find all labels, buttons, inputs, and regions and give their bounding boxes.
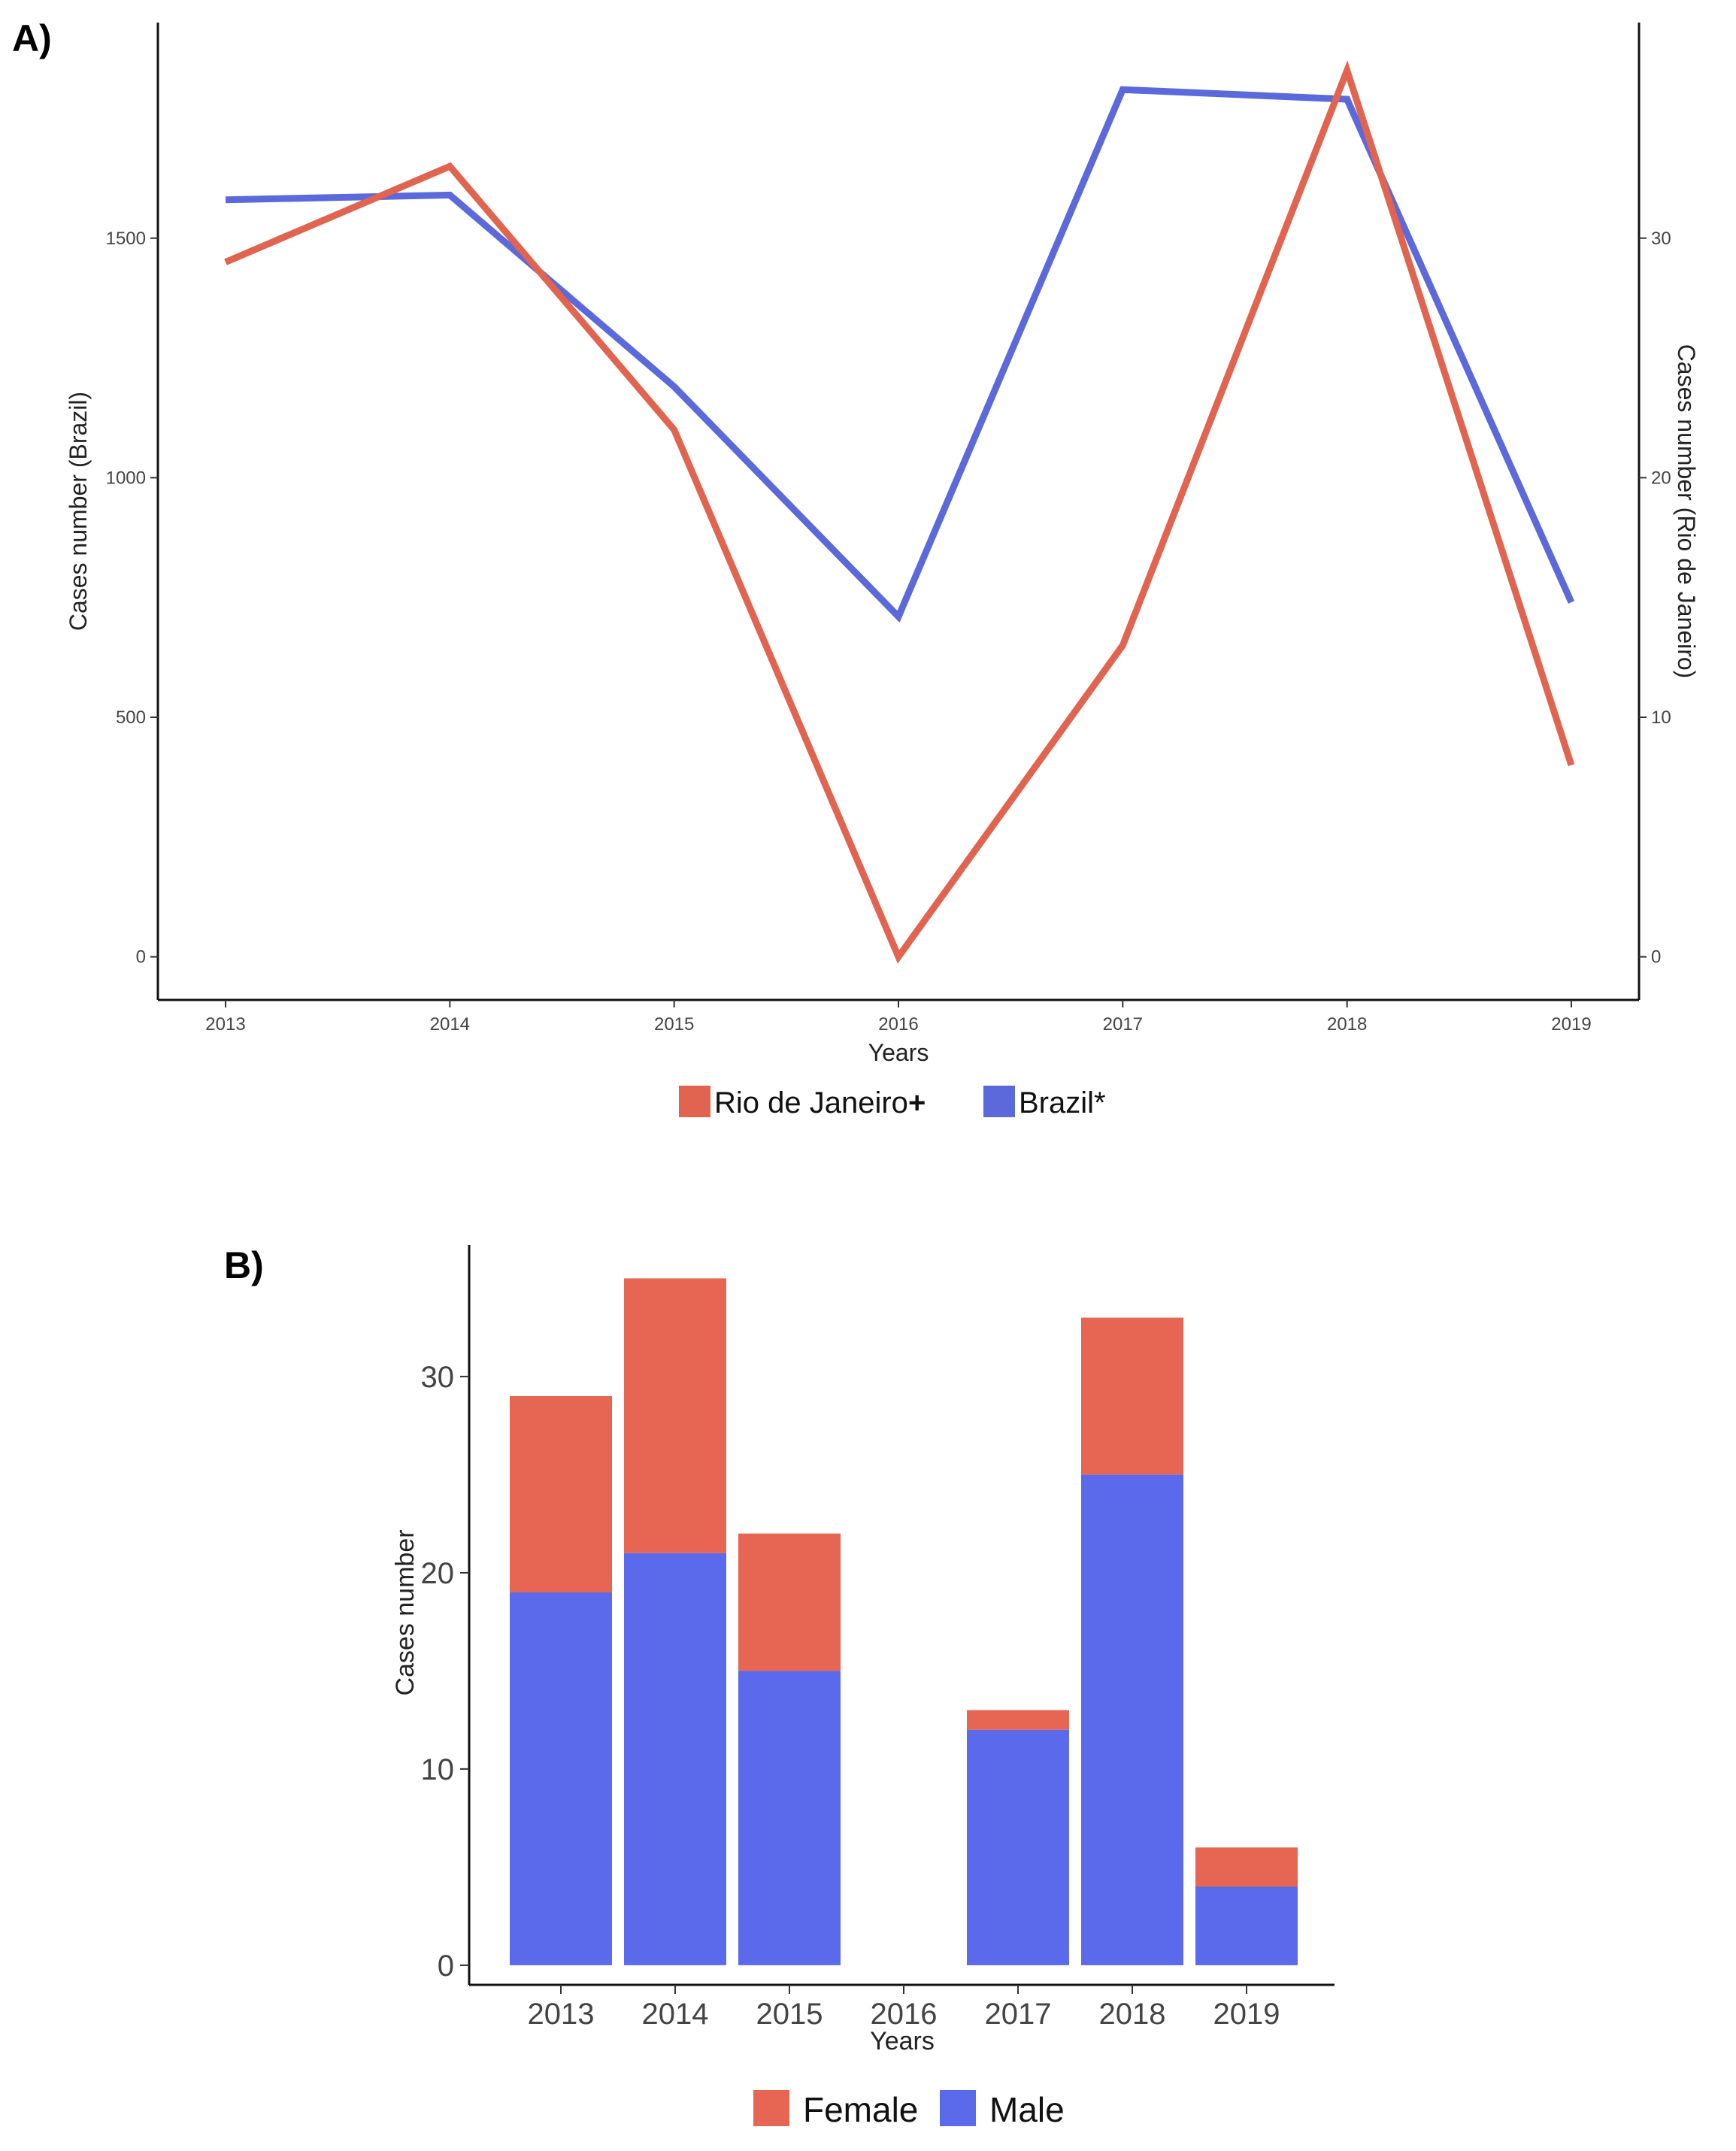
panel-a-x-axis-title: Years (868, 1039, 929, 1066)
bar-male-2013 (510, 1592, 612, 1965)
panel-a-right-tick-label: 20 (1651, 468, 1671, 488)
panel-b-label: B) (224, 1244, 264, 1286)
panel-b-y-tick-label: 30 (421, 1361, 455, 1394)
panel-a-right-axis-title: Cases number (Rio de Janeiro) (1673, 344, 1700, 679)
panel-b-x-ticks: 2013 2014 2015 2016 2017 2018 2019 (528, 1985, 1280, 2031)
panel-a-x-tick-label: 2015 (654, 1014, 694, 1035)
panel-a-left-tick-label: 0 (136, 947, 146, 968)
panel-a-x-tick-label: 2019 (1551, 1014, 1591, 1035)
panel-a-left-ticks: 0 500 1000 1500 (106, 229, 158, 968)
panel-b-x-tick-label: 2015 (756, 1998, 823, 2031)
panel-a-x-tick-label: 2014 (430, 1014, 470, 1035)
panel-a-label: A) (12, 17, 52, 59)
panel-b-bars (510, 1278, 1298, 1965)
panel-b-y-tick-label: 20 (421, 1557, 455, 1590)
panel-b-x-tick-label: 2017 (985, 1998, 1052, 2031)
panel-a-x-tick-label: 2017 (1103, 1014, 1143, 1035)
panel-b-x-axis-title: Years (870, 2027, 935, 2056)
bar-female-2013 (510, 1395, 612, 1592)
bar-male-2019 (1195, 1886, 1298, 1965)
panel-b-x-tick-label: 2013 (528, 1998, 595, 2031)
legend-swatch-female (753, 2090, 789, 2126)
bar-female-2018 (1081, 1317, 1183, 1475)
legend-swatch-male (940, 2090, 976, 2126)
panel-a-left-tick-label: 500 (116, 707, 146, 728)
legend-label-rio: Rio de Janeiro+ (714, 1086, 926, 1119)
panel-a-series (224, 60, 1575, 964)
panel-a-x-ticks: 2013 2014 2015 2016 2017 2018 2019 (205, 1000, 1592, 1035)
legend-label-brazil: Brazil* (1019, 1086, 1106, 1119)
panel-a-left-tick-label: 1500 (106, 229, 146, 249)
panel-b-y-tick-label: 10 (421, 1753, 455, 1786)
panel-b-legend: Female Male (753, 2090, 1065, 2129)
panel-a-x-tick-label: 2018 (1327, 1014, 1367, 1035)
panel-a-line-chart: A) 0 500 1000 1500 0 10 20 30 2013 2014 2015 2016… (12, 17, 1700, 1119)
panel-a-right-tick-label: 30 (1651, 229, 1671, 249)
panel-a-left-tick-label: 1000 (106, 468, 146, 488)
series-line-rio-de-janeiro (224, 60, 1575, 964)
panel-b-y-ticks: 0 10 20 30 (421, 1361, 469, 1983)
bar-male-2014 (624, 1553, 726, 1965)
panel-a-x-tick-label: 2013 (205, 1014, 245, 1035)
panel-b-x-tick-label: 2016 (871, 1998, 938, 2031)
panel-b-x-tick-label: 2014 (642, 1998, 709, 2031)
panel-a-x-tick-label: 2016 (878, 1014, 918, 1035)
series-line-brazil (225, 86, 1575, 623)
panel-b-x-tick-label: 2018 (1099, 1998, 1166, 2031)
bar-female-2019 (1195, 1847, 1298, 1887)
legend-swatch-rio (679, 1086, 710, 1117)
panel-a-legend: Rio de Janeiro+ Brazil* (679, 1086, 1106, 1119)
panel-a-right-tick-label: 0 (1651, 947, 1661, 968)
panel-a-right-tick-label: 10 (1651, 707, 1671, 728)
bar-male-2018 (1081, 1474, 1183, 1965)
bar-male-2015 (738, 1671, 841, 1965)
panel-b-y-tick-label: 0 (438, 1950, 454, 1983)
bar-female-2015 (738, 1533, 841, 1671)
panel-a-left-axis-title: Cases number (Brazil) (65, 392, 92, 631)
bar-female-2014 (624, 1278, 726, 1553)
panel-a-right-ticks: 0 10 20 30 (1639, 229, 1671, 968)
bar-female-2017 (967, 1710, 1069, 1730)
panel-b-y-axis-title: Cases number (391, 1529, 420, 1695)
panel-b-x-tick-label: 2019 (1213, 1998, 1280, 2031)
bar-male-2017 (967, 1729, 1069, 1965)
legend-label-female: Female (803, 2090, 918, 2129)
legend-label-male: Male (989, 2090, 1065, 2129)
legend-swatch-brazil (983, 1086, 1015, 1117)
